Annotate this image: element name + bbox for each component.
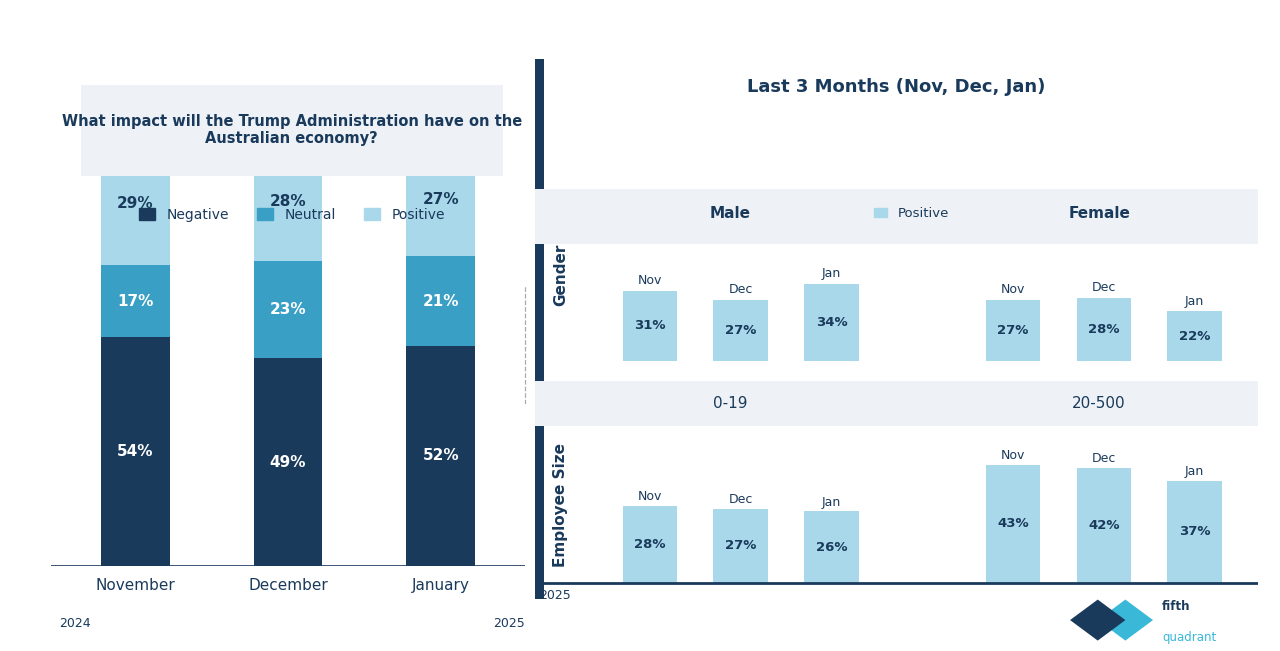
Bar	[407, 142, 475, 256]
Bar	[535, 59, 544, 599]
Bar	[253, 358, 323, 566]
Text: Last 3 Months (Nov, Dec, Jan): Last 3 Months (Nov, Dec, Jan)	[748, 77, 1046, 96]
Text: quadrant: quadrant	[1162, 631, 1216, 644]
Bar	[622, 290, 677, 361]
Bar	[101, 337, 170, 566]
Text: 34%: 34%	[815, 316, 847, 329]
Text: 28%: 28%	[1088, 323, 1120, 336]
Legend: Negative, Neutral, Positive: Negative, Neutral, Positive	[133, 202, 451, 227]
Text: 22%: 22%	[1179, 330, 1211, 342]
Text: 27%: 27%	[724, 539, 756, 552]
Text: 37%: 37%	[1179, 525, 1211, 538]
Text: Jan: Jan	[1185, 465, 1204, 478]
Bar	[253, 260, 323, 358]
Text: 17%: 17%	[116, 294, 154, 309]
Polygon shape	[1070, 600, 1125, 641]
Text: 52%: 52%	[422, 449, 460, 464]
Bar	[713, 299, 768, 361]
Bar	[407, 346, 475, 566]
Text: Jan: Jan	[822, 495, 841, 508]
Bar	[407, 256, 475, 346]
Text: 49%: 49%	[270, 455, 306, 470]
Text: 23%: 23%	[270, 302, 306, 317]
Bar	[1167, 311, 1222, 361]
Text: Nov: Nov	[1001, 283, 1025, 296]
Text: Dec: Dec	[1092, 452, 1116, 465]
Text: Nov: Nov	[637, 490, 662, 503]
Bar	[804, 512, 859, 583]
Bar	[101, 142, 170, 265]
Bar	[804, 284, 859, 361]
Text: 28%: 28%	[634, 538, 666, 551]
Bar	[622, 506, 677, 583]
Text: Dec: Dec	[728, 283, 753, 296]
Text: Nov: Nov	[1001, 449, 1025, 462]
Text: Female: Female	[1069, 206, 1130, 221]
Bar	[101, 265, 170, 337]
Text: 31%: 31%	[634, 320, 666, 333]
Text: 20-500: 20-500	[1073, 396, 1126, 411]
Text: 26%: 26%	[815, 540, 847, 553]
Text: 2025: 2025	[539, 589, 571, 602]
Bar	[1076, 467, 1132, 583]
Text: 0-19: 0-19	[713, 396, 748, 411]
Bar	[1167, 481, 1222, 583]
Text: Gender: Gender	[553, 244, 568, 306]
Text: 27%: 27%	[724, 324, 756, 337]
Text: fifth: fifth	[1162, 600, 1190, 613]
Legend: Positive: Positive	[868, 202, 954, 225]
Text: Dec: Dec	[728, 493, 753, 506]
Polygon shape	[1098, 600, 1153, 641]
Bar	[253, 142, 323, 260]
Bar	[1076, 298, 1132, 361]
Text: Employee Size: Employee Size	[553, 443, 568, 566]
Text: Jan: Jan	[822, 268, 841, 281]
Text: Jan: Jan	[1185, 295, 1204, 308]
Text: 27%: 27%	[422, 191, 460, 206]
Text: 43%: 43%	[997, 517, 1029, 530]
Bar	[986, 465, 1041, 583]
Text: SME Sentiment Toward Trump Administration: SME Sentiment Toward Trump Administratio…	[15, 20, 585, 39]
Text: Dec: Dec	[1092, 281, 1116, 294]
Bar	[713, 508, 768, 583]
Text: 2024: 2024	[59, 617, 91, 630]
Text: 27%: 27%	[997, 324, 1029, 337]
Text: Male: Male	[710, 206, 751, 221]
Text: Nov: Nov	[637, 274, 662, 287]
Bar	[986, 299, 1041, 361]
Text: What impact will the Trump Administration have on the
Australian economy?: What impact will the Trump Administratio…	[61, 114, 522, 146]
Text: 21%: 21%	[422, 294, 460, 309]
Text: 42%: 42%	[1088, 519, 1120, 532]
Text: 2025: 2025	[493, 617, 525, 630]
Text: 28%: 28%	[270, 194, 306, 209]
Text: 54%: 54%	[116, 444, 154, 459]
Text: 29%: 29%	[116, 196, 154, 211]
